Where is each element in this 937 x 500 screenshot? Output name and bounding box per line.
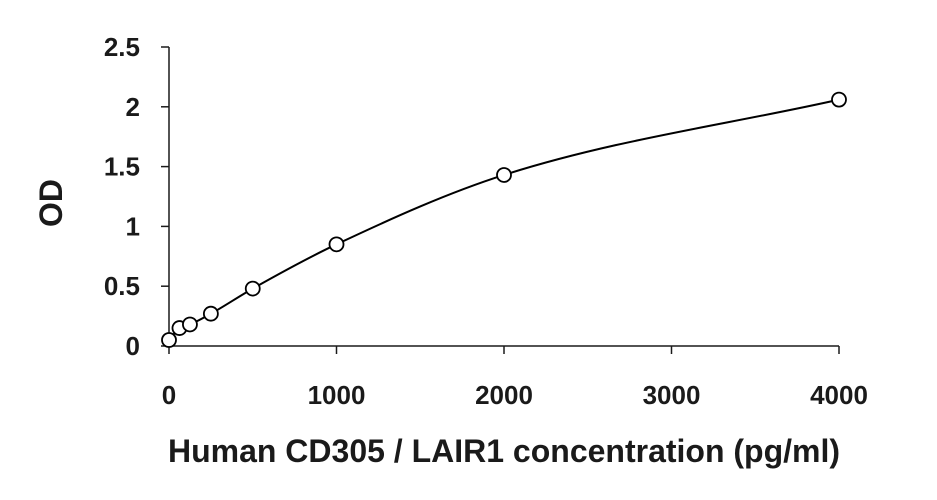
x-tick-label: 1000 xyxy=(308,380,366,410)
data-point xyxy=(202,305,219,322)
data-point xyxy=(161,332,177,348)
data-point xyxy=(244,280,261,297)
y-tick-label: 2.5 xyxy=(104,32,140,62)
y-axis-ticks: 0 0.5 1 1.5 2 2.5 xyxy=(104,32,169,361)
y-tick-label: 2 xyxy=(126,92,140,122)
data-points xyxy=(161,91,847,348)
y-tick-label: 0 xyxy=(126,331,140,361)
y-axis-title: OD xyxy=(33,179,69,227)
y-tick-label: 1 xyxy=(126,211,140,241)
data-point xyxy=(831,91,847,108)
data-point xyxy=(328,236,345,253)
data-point xyxy=(182,316,198,333)
x-tick-label: 4000 xyxy=(810,380,868,410)
y-tick-label: 0.5 xyxy=(104,271,140,301)
x-axis-ticks: 0 1000 2000 3000 4000 xyxy=(162,346,868,410)
fit-curve xyxy=(168,98,840,341)
y-tick-label: 1.5 xyxy=(104,152,140,182)
x-tick-label: 2000 xyxy=(475,380,533,410)
x-tick-label: 0 xyxy=(162,380,176,410)
data-point xyxy=(496,167,512,183)
x-tick-label: 3000 xyxy=(643,380,701,410)
x-axis-title: Human CD305 / LAIR1 concentration (pg/ml… xyxy=(168,433,840,469)
